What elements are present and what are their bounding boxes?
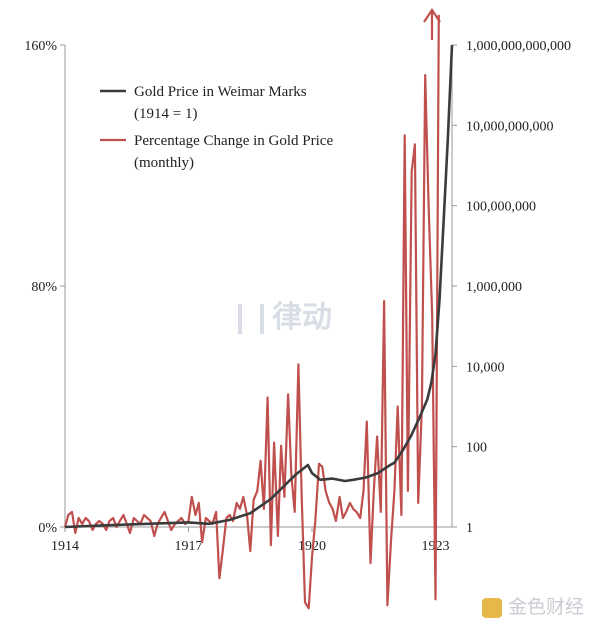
series-line-gold-price [64,44,454,529]
watermark-bottom-right-text: 金色财经 [508,596,585,618]
watermark-center-text: 律动 [272,300,332,335]
legend: Gold Price in Weimar Marks (1914 = 1) Pe… [100,84,333,171]
watermark-logo-icon [482,597,502,618]
legend-label-gold-sub: (1914 = 1) [134,106,197,122]
y-left-tick-label: 160% [24,39,57,54]
overflow-arrow-icon [423,8,441,40]
watermark-bottom-right: 金色财经 [482,592,584,619]
legend-label-percentage: Percentage Change in Gold Price [134,133,333,149]
watermark-logo-icon [238,303,264,334]
legend-label-gold: Gold Price in Weimar Marks [134,84,307,100]
y-right-tick-label: 1,000,000,000,000 [466,39,571,54]
y-left-tick-label: 80% [31,280,57,295]
watermark-center: 律动 [238,292,332,336]
x-tick-label: 1914 [51,539,79,554]
y-right-tick-label: 10,000 [466,360,505,375]
y-right-tick-label: 1 [466,521,473,536]
y-right-tick-label: 100,000,000 [466,200,536,215]
y-right-tick-label: 1,000,000 [466,280,522,295]
y-left-tick-label: 0% [38,521,57,536]
y-right-tick-label: 10,000,000,000 [466,119,554,134]
y-right-tick-label: 100 [466,441,487,456]
legend-label-percentage-sub: (monthly) [134,155,194,171]
x-tick-label: 1917 [175,539,203,554]
